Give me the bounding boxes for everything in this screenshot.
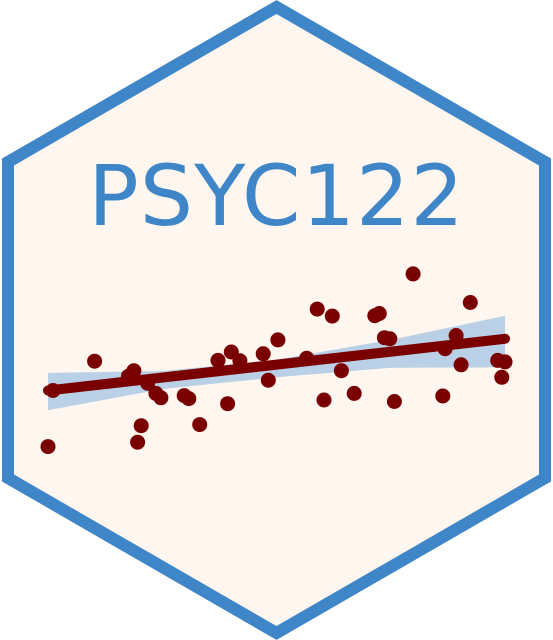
data-points bbox=[40, 266, 513, 455]
data-point bbox=[324, 308, 340, 324]
data-point bbox=[371, 306, 387, 321]
data-point bbox=[346, 385, 362, 401]
data-point bbox=[405, 266, 421, 282]
data-point bbox=[386, 394, 402, 409]
data-point bbox=[140, 375, 156, 391]
sticker-title: PSYC122 bbox=[88, 147, 465, 245]
data-point bbox=[181, 391, 197, 407]
data-point bbox=[497, 354, 513, 370]
data-point bbox=[437, 341, 453, 357]
data-point bbox=[192, 417, 208, 433]
data-point bbox=[232, 353, 248, 369]
data-point bbox=[220, 396, 236, 412]
data-point bbox=[435, 388, 451, 404]
data-point bbox=[316, 392, 332, 408]
data-point bbox=[87, 353, 103, 369]
data-point bbox=[210, 352, 226, 368]
data-point bbox=[255, 346, 271, 362]
data-point bbox=[133, 418, 149, 434]
data-point bbox=[260, 372, 276, 388]
data-point bbox=[299, 350, 315, 366]
data-point bbox=[462, 295, 478, 310]
data-point bbox=[40, 439, 56, 455]
data-point bbox=[309, 301, 325, 317]
data-point bbox=[453, 357, 469, 373]
scatter-plot bbox=[40, 266, 513, 455]
data-point bbox=[153, 390, 169, 406]
data-point bbox=[45, 383, 61, 398]
data-point bbox=[448, 328, 464, 343]
data-point bbox=[333, 363, 349, 379]
data-point bbox=[494, 369, 510, 385]
data-point bbox=[270, 332, 286, 348]
data-point bbox=[126, 363, 142, 379]
data-point bbox=[382, 331, 398, 347]
data-point bbox=[130, 434, 146, 450]
